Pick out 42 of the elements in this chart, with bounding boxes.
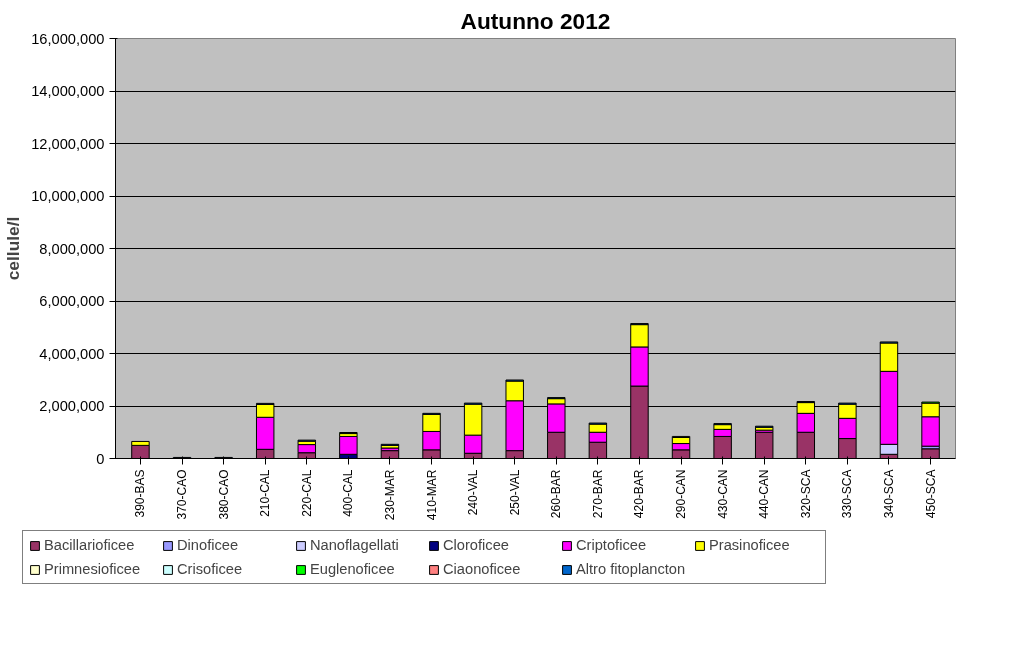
x-tick-label: 250-VAL xyxy=(507,469,522,516)
x-tick-label: 340-SCA xyxy=(881,469,896,519)
x-tick-label: 430-CAN xyxy=(715,469,730,519)
y-tick-label: 16,000,000 xyxy=(31,30,105,47)
x-tick-label: 380-CAO xyxy=(216,469,231,520)
legend-label: Crisoficee xyxy=(176,561,244,577)
x-tick-label: 260-BAR xyxy=(549,469,564,519)
legend-label: Dinoficee xyxy=(176,537,240,553)
x-tick-label: 390-BAS xyxy=(133,469,148,518)
x-tick-label: 240-VAL xyxy=(466,469,481,516)
legend-label: Euglenoficee xyxy=(309,561,396,577)
y-tick-label: 4,000,000 xyxy=(39,345,105,362)
legend-label: Ciaonoficee xyxy=(442,561,522,577)
legend-label: Prasinoficee xyxy=(708,537,791,553)
y-tick-label: 2,000,000 xyxy=(39,398,105,414)
legend-label: Bacillarioficee xyxy=(43,537,136,553)
y-tick-label: 0 xyxy=(96,450,105,467)
y-tick-label: 14,000,000 xyxy=(31,83,105,99)
chart-title: Autunno 2012 xyxy=(460,7,611,34)
x-tick-label: 410-MAR xyxy=(424,469,439,521)
x-tick-label: 290-CAN xyxy=(674,469,689,519)
y-tick-label: 12,000,000 xyxy=(31,135,105,152)
x-tick-label: 320-SCA xyxy=(798,469,813,519)
x-tick-label: 220-CAL xyxy=(299,469,314,517)
legend-label: Criptoficee xyxy=(575,537,648,553)
y-axis-title: cellule/l xyxy=(3,216,24,281)
legend-label: Primnesioficee xyxy=(43,561,142,577)
y-tick-label: 6,000,000 xyxy=(39,293,105,309)
x-tick-label: 440-CAN xyxy=(757,469,772,519)
legend-label: Altro fitoplancton xyxy=(575,561,686,577)
x-tick-label: 270-BAR xyxy=(590,469,605,519)
x-tick-label: 370-CAO xyxy=(175,469,190,520)
x-tick-label: 420-BAR xyxy=(632,469,647,519)
x-tick-label: 330-SCA xyxy=(840,469,855,519)
x-tick-label: 450-SCA xyxy=(923,469,938,519)
legend-label: Cloroficee xyxy=(442,537,510,553)
x-tick-label: 400-CAL xyxy=(341,469,356,517)
x-tick-label: 210-CAL xyxy=(258,469,273,517)
y-tick-label: 10,000,000 xyxy=(31,188,105,204)
x-tick-label: 230-MAR xyxy=(382,469,397,521)
legend-label: Nanoflagellati xyxy=(309,537,400,553)
y-tick-label: 8,000,000 xyxy=(39,240,105,257)
